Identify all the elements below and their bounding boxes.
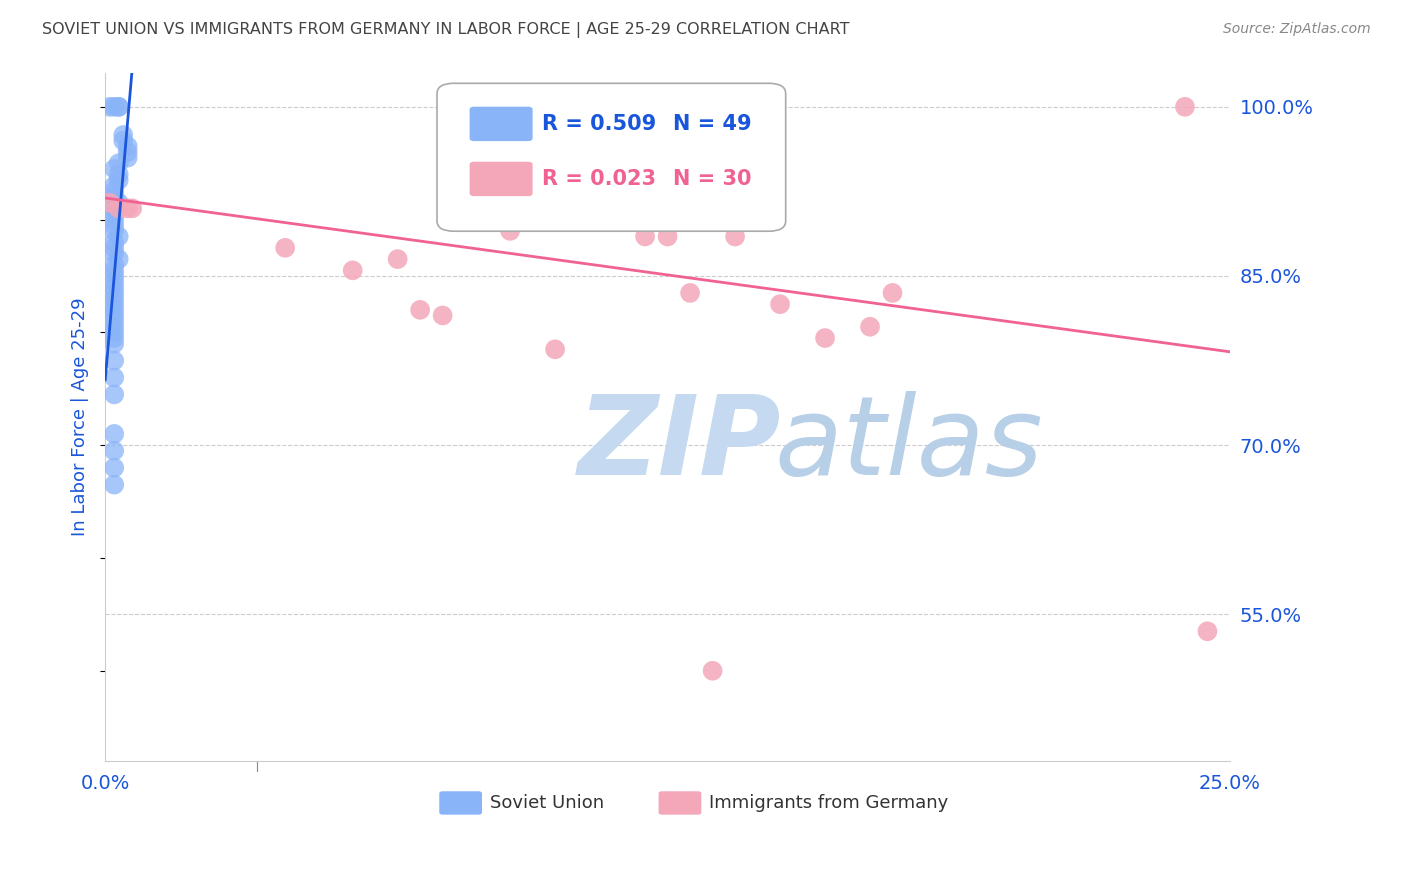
Point <box>477 202 499 216</box>
Point <box>112 128 135 142</box>
Point <box>103 336 125 351</box>
Text: Immigrants from Germany: Immigrants from Germany <box>709 794 949 812</box>
Point <box>107 195 129 210</box>
Text: N = 49: N = 49 <box>673 114 752 134</box>
Point <box>634 100 657 114</box>
Point <box>387 252 409 266</box>
Point <box>103 309 125 323</box>
Point <box>679 285 702 300</box>
Point <box>274 241 297 255</box>
Point <box>103 331 125 345</box>
Point <box>103 202 125 216</box>
Point <box>103 477 125 491</box>
Point <box>103 297 125 311</box>
Point <box>117 139 139 153</box>
Point <box>103 207 125 221</box>
Point <box>103 219 125 233</box>
FancyBboxPatch shape <box>439 791 482 814</box>
Text: Source: ZipAtlas.com: Source: ZipAtlas.com <box>1223 22 1371 37</box>
Point <box>103 246 125 260</box>
Text: atlas: atlas <box>775 391 1043 498</box>
FancyBboxPatch shape <box>470 107 533 141</box>
Text: Soviet Union: Soviet Union <box>489 794 605 812</box>
Point <box>103 185 125 199</box>
Point <box>98 195 121 210</box>
Point <box>103 302 125 317</box>
Point <box>107 168 129 182</box>
Point <box>103 161 125 176</box>
Point <box>769 297 792 311</box>
Point <box>103 314 125 328</box>
Point <box>107 173 129 187</box>
Point <box>103 353 125 368</box>
Point <box>103 460 125 475</box>
Point <box>117 202 139 216</box>
Point <box>103 235 125 249</box>
Point <box>454 202 477 216</box>
Point <box>103 178 125 193</box>
FancyBboxPatch shape <box>437 83 786 231</box>
Point <box>657 229 679 244</box>
Point <box>342 263 364 277</box>
Point <box>107 100 129 114</box>
Point <box>117 151 139 165</box>
Point <box>103 387 125 401</box>
Point <box>103 370 125 384</box>
Point <box>98 100 121 114</box>
Y-axis label: In Labor Force | Age 25-29: In Labor Force | Age 25-29 <box>72 298 89 536</box>
Point <box>103 241 125 255</box>
Point <box>724 229 747 244</box>
Point <box>103 100 125 114</box>
Point <box>544 343 567 357</box>
Point <box>432 309 454 323</box>
Point <box>121 202 143 216</box>
Point <box>103 212 125 227</box>
Point <box>103 426 125 441</box>
Text: N = 30: N = 30 <box>673 169 752 189</box>
Point <box>859 319 882 334</box>
Point <box>103 263 125 277</box>
Point <box>107 100 129 114</box>
FancyBboxPatch shape <box>658 791 702 814</box>
Point <box>103 285 125 300</box>
Point <box>103 319 125 334</box>
Point <box>107 252 129 266</box>
Point <box>409 302 432 317</box>
Point <box>103 275 125 289</box>
Point <box>103 280 125 294</box>
Point <box>103 268 125 283</box>
Point <box>107 202 129 216</box>
Point <box>1197 624 1219 639</box>
Point <box>103 190 125 204</box>
Point <box>814 331 837 345</box>
Point <box>103 326 125 340</box>
Point <box>589 185 612 199</box>
Point <box>634 229 657 244</box>
Point <box>702 195 724 210</box>
FancyBboxPatch shape <box>470 161 533 196</box>
Point <box>117 145 139 159</box>
Point <box>107 156 129 170</box>
Point <box>702 664 724 678</box>
Point <box>103 292 125 306</box>
Point <box>107 229 129 244</box>
Text: R = 0.023: R = 0.023 <box>541 169 655 189</box>
Point <box>679 100 702 114</box>
Point <box>103 258 125 272</box>
Point <box>612 202 634 216</box>
Point <box>103 224 125 238</box>
Point <box>112 134 135 148</box>
Point <box>882 285 904 300</box>
Text: SOVIET UNION VS IMMIGRANTS FROM GERMANY IN LABOR FORCE | AGE 25-29 CORRELATION C: SOVIET UNION VS IMMIGRANTS FROM GERMANY … <box>42 22 849 38</box>
Point <box>1174 100 1197 114</box>
Text: R = 0.509: R = 0.509 <box>541 114 655 134</box>
Text: ZIP: ZIP <box>578 391 782 498</box>
Point <box>103 443 125 458</box>
Point <box>499 224 522 238</box>
Point <box>567 173 589 187</box>
